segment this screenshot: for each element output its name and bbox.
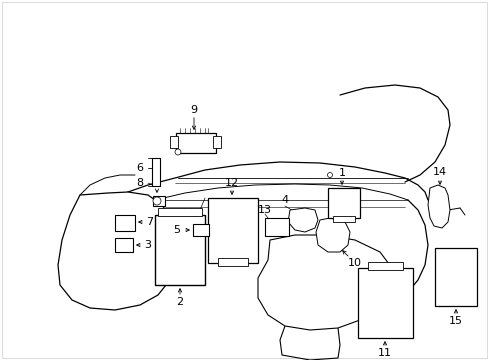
Polygon shape xyxy=(427,185,449,228)
Polygon shape xyxy=(315,218,349,252)
FancyBboxPatch shape xyxy=(367,262,402,270)
FancyBboxPatch shape xyxy=(170,136,178,148)
FancyBboxPatch shape xyxy=(158,208,202,216)
Text: 1: 1 xyxy=(338,168,345,178)
FancyBboxPatch shape xyxy=(207,198,258,263)
Polygon shape xyxy=(58,192,178,310)
Text: 2: 2 xyxy=(176,297,183,307)
Text: 4: 4 xyxy=(281,195,288,205)
Polygon shape xyxy=(287,208,317,232)
FancyBboxPatch shape xyxy=(264,218,288,236)
FancyBboxPatch shape xyxy=(153,196,164,206)
Text: 3: 3 xyxy=(144,240,151,250)
Circle shape xyxy=(153,197,161,205)
FancyBboxPatch shape xyxy=(332,216,354,222)
Text: 8: 8 xyxy=(136,178,143,188)
Text: 13: 13 xyxy=(258,205,271,215)
Circle shape xyxy=(327,172,332,177)
Text: 9: 9 xyxy=(190,105,197,115)
FancyBboxPatch shape xyxy=(357,268,412,338)
FancyBboxPatch shape xyxy=(115,238,133,252)
Polygon shape xyxy=(258,235,391,330)
Text: 15: 15 xyxy=(448,316,462,326)
FancyBboxPatch shape xyxy=(176,133,216,153)
FancyBboxPatch shape xyxy=(213,136,221,148)
Text: 12: 12 xyxy=(224,178,239,188)
FancyBboxPatch shape xyxy=(434,248,476,306)
FancyBboxPatch shape xyxy=(155,215,204,285)
Text: 10: 10 xyxy=(347,258,361,268)
FancyBboxPatch shape xyxy=(327,188,359,218)
FancyBboxPatch shape xyxy=(218,258,247,266)
FancyBboxPatch shape xyxy=(193,224,208,236)
Circle shape xyxy=(175,149,181,155)
Text: 14: 14 xyxy=(432,167,446,177)
FancyBboxPatch shape xyxy=(152,158,160,186)
FancyBboxPatch shape xyxy=(115,215,135,231)
Text: 5: 5 xyxy=(173,225,180,235)
Text: 7: 7 xyxy=(146,217,153,227)
Text: 6: 6 xyxy=(136,163,143,173)
Text: 11: 11 xyxy=(377,348,391,358)
